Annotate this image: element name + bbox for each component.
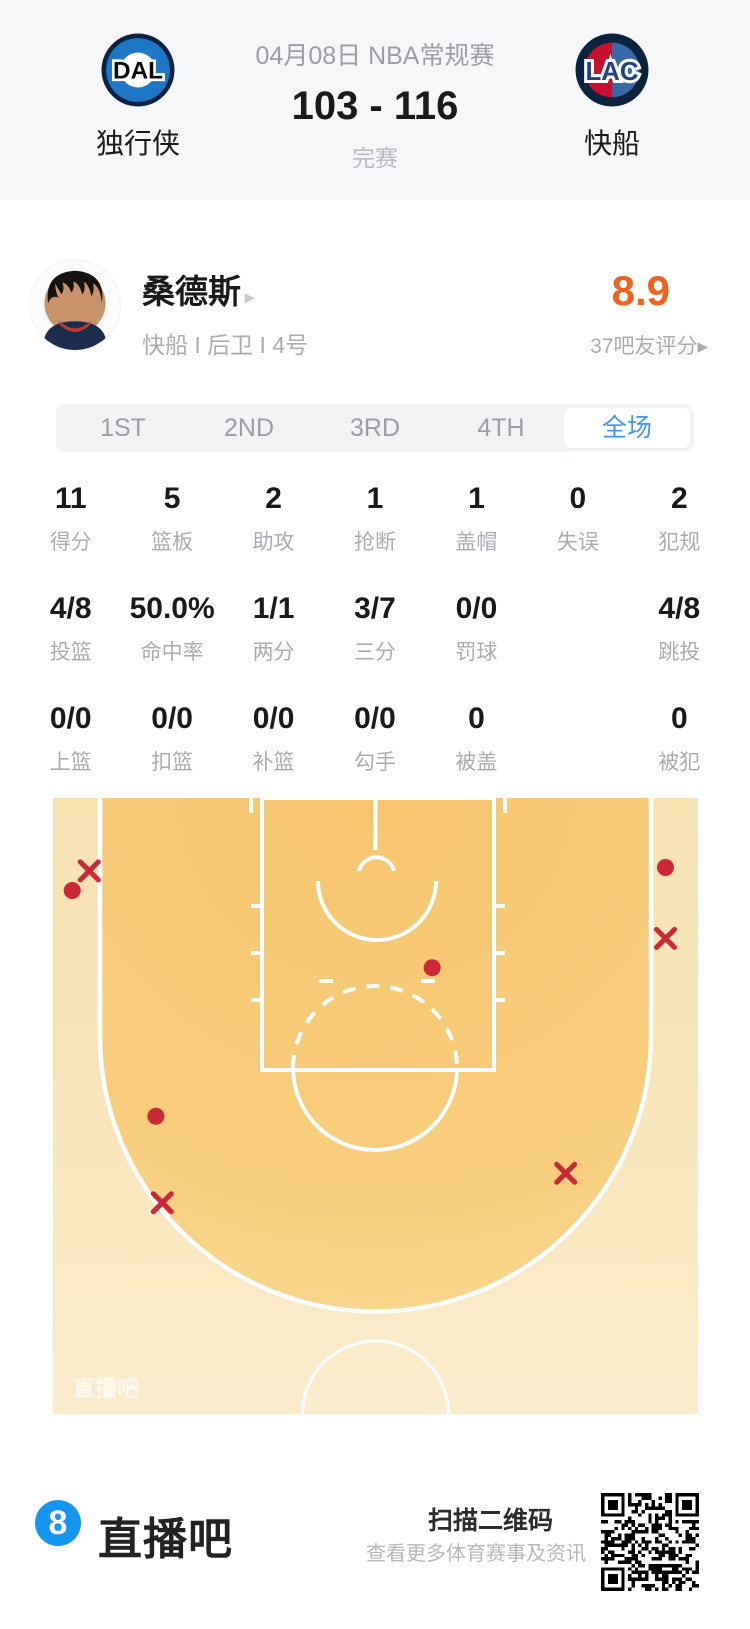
svg-text:LAC: LAC bbox=[585, 58, 638, 86]
svg-text:直播吧: 直播吧 bbox=[73, 1376, 139, 1401]
svg-text:8: 8 bbox=[49, 1504, 68, 1542]
svg-text:DAL: DAL bbox=[113, 57, 163, 84]
